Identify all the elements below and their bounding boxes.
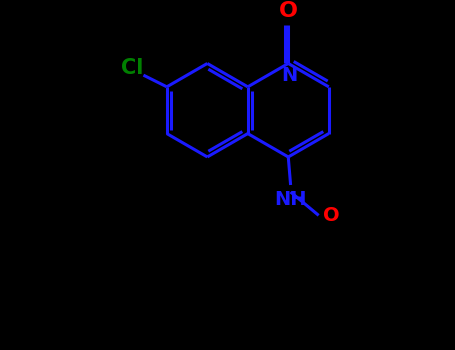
- Text: Cl: Cl: [121, 58, 143, 78]
- Text: O: O: [279, 1, 298, 21]
- Text: NH: NH: [274, 190, 307, 209]
- Text: N: N: [281, 66, 297, 85]
- Text: O: O: [324, 206, 340, 225]
